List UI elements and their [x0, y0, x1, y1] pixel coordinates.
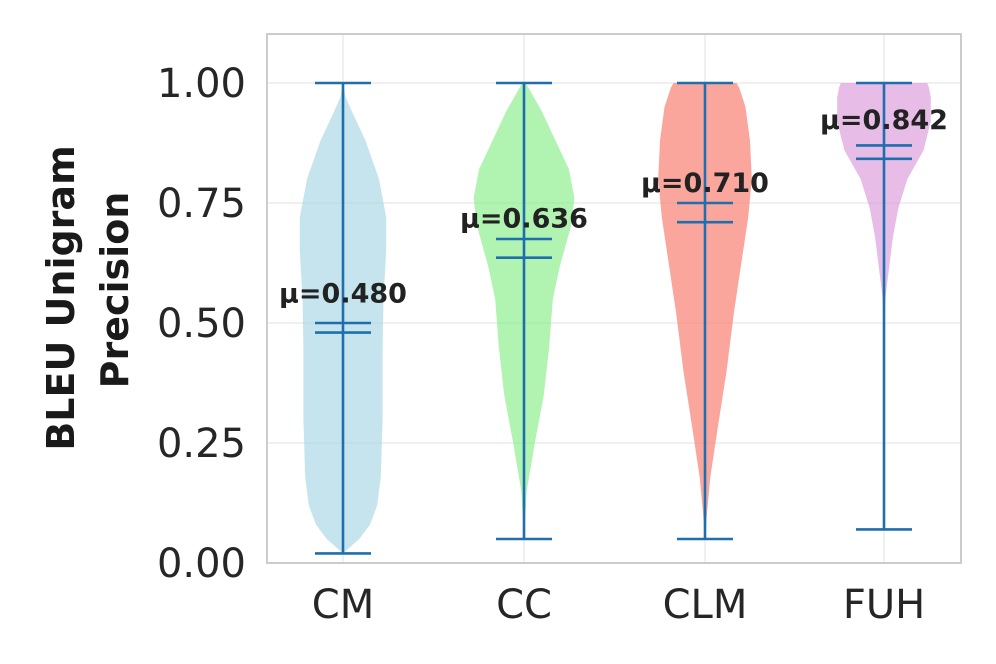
mean-label-cc: μ=0.636 — [460, 204, 588, 235]
plot-border — [266, 33, 962, 564]
y-axis-label: BLEU Unigram Precision — [39, 145, 137, 450]
violin-cm: μ=0.480 — [279, 81, 407, 555]
violin-cc: μ=0.636 — [460, 81, 588, 541]
x-axis-ticks: CM CC CLM FUH — [312, 582, 925, 628]
y-axis-label-line-2: Precision — [93, 192, 137, 389]
y-axis-label-line-1: BLEU Unigram — [39, 145, 83, 450]
y-axis-ticks: 0.00 0.25 0.50 0.75 1.00 — [157, 61, 246, 587]
y-tick-label-0: 0.00 — [157, 541, 246, 587]
plot-frame — [266, 33, 962, 564]
violin-series: μ=0.480 μ=0.636 μ=0.710 μ=0.842 — [279, 81, 948, 555]
mean-label-fuh: μ=0.842 — [820, 105, 948, 136]
mean-label-cm: μ=0.480 — [279, 279, 407, 310]
y-tick-label-1: 0.25 — [157, 421, 246, 467]
x-tick-label-fuh: FUH — [843, 582, 925, 628]
mean-label-clm: μ=0.710 — [641, 168, 769, 199]
violin-fuh: μ=0.842 — [820, 81, 948, 531]
y-tick-label-2: 0.50 — [157, 301, 246, 347]
x-tick-label-cm: CM — [312, 582, 374, 628]
violin-clm: μ=0.710 — [641, 81, 769, 541]
y-tick-label-4: 1.00 — [157, 61, 246, 107]
x-tick-label-cc: CC — [496, 582, 552, 628]
x-tick-label-clm: CLM — [663, 582, 748, 628]
y-tick-label-3: 0.75 — [157, 181, 246, 227]
